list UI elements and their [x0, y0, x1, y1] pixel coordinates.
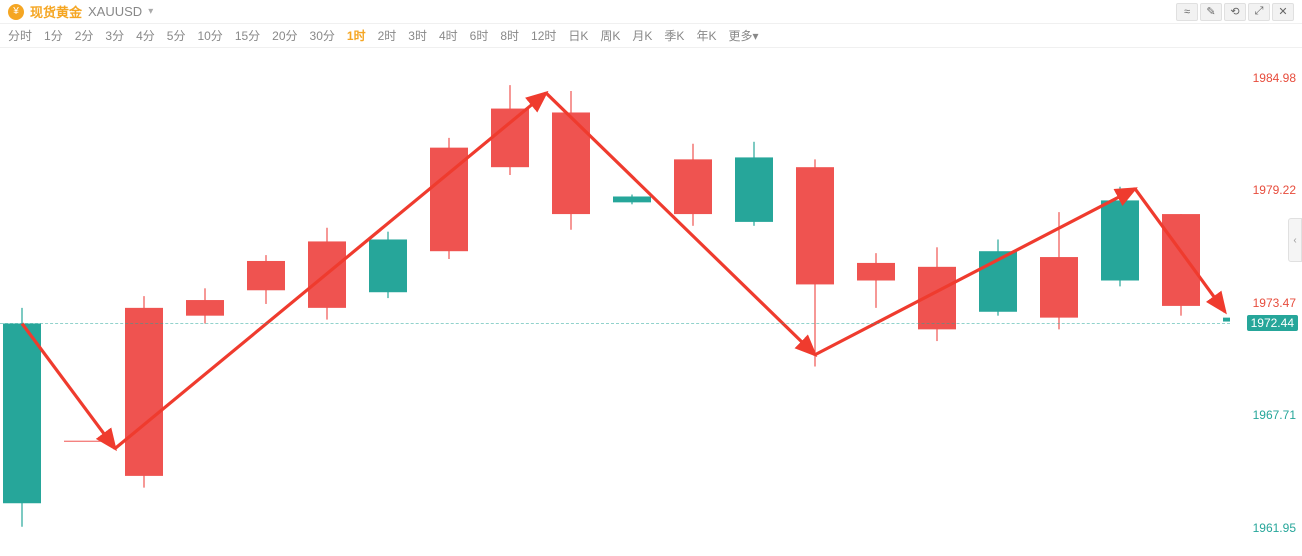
timeframe-年K[interactable]: 年K — [696, 27, 716, 44]
trend-arrow — [115, 93, 546, 449]
y-axis-label: 1984.98 — [1251, 71, 1298, 85]
coin-icon: ¥ — [8, 4, 24, 20]
timeframe-bar: 分时 1分 2分 3分 4分 5分 10分 15分 20分 30分 1时 2时 3时 4时 6时 8时 12时日… — [0, 24, 1302, 48]
timeframe-2时[interactable]: 2时 — [378, 27, 397, 44]
timeframe-15分[interactable]: 15分 — [235, 27, 260, 44]
candle — [1040, 257, 1078, 318]
candle — [369, 239, 407, 292]
symbol-code[interactable]: XAUUSD — [88, 4, 142, 19]
trend-arrow — [546, 93, 815, 355]
candle — [64, 441, 102, 442]
timeframe-1分[interactable]: 1分 — [44, 27, 63, 44]
candle — [1223, 318, 1230, 322]
timeframe-月K[interactable]: 月K — [632, 27, 652, 44]
y-axis-label: 1967.71 — [1251, 408, 1298, 422]
candle — [247, 261, 285, 290]
candle — [491, 109, 529, 168]
timeframe-4时[interactable]: 4时 — [439, 27, 458, 44]
y-axis-label: 1961.95 — [1251, 521, 1298, 535]
timeframe-季K[interactable]: 季K — [664, 27, 684, 44]
candle — [3, 323, 41, 503]
candlestick-chart — [0, 48, 1230, 556]
candle — [125, 308, 163, 476]
toolbar: ≈ ✎ ⟲ ⤢ ✕ — [1176, 3, 1294, 21]
candle — [674, 159, 712, 214]
draw-button[interactable]: ✎ — [1200, 3, 1222, 21]
close-button[interactable]: ✕ — [1272, 3, 1294, 21]
timeframe-12时[interactable]: 12时 — [531, 27, 556, 44]
timeframe-2分[interactable]: 2分 — [75, 27, 94, 44]
timeframe-10分[interactable]: 10分 — [197, 27, 222, 44]
candle — [1162, 214, 1200, 306]
timeframe-分时[interactable]: 分时 — [8, 27, 32, 44]
candle — [613, 196, 651, 202]
y-axis-label: 1973.47 — [1251, 296, 1298, 310]
symbol-name: 现货黄金 — [30, 2, 82, 21]
timeframe-5分[interactable]: 5分 — [167, 27, 186, 44]
collapse-panel-button[interactable]: ‹ — [1288, 218, 1302, 262]
timeframe-3分[interactable]: 3分 — [105, 27, 124, 44]
timeframe-more[interactable]: 更多▾ — [728, 27, 758, 44]
candle — [857, 263, 895, 281]
timeframe-8时[interactable]: 8时 — [500, 27, 519, 44]
timeframe-3时[interactable]: 3时 — [408, 27, 427, 44]
timeframe-6时[interactable]: 6时 — [470, 27, 489, 44]
refresh-button[interactable]: ⟲ — [1224, 3, 1246, 21]
indicator-button[interactable]: ≈ — [1176, 3, 1198, 21]
timeframe-周K[interactable]: 周K — [600, 27, 620, 44]
candle — [1101, 200, 1139, 280]
timeframe-20分[interactable]: 20分 — [272, 27, 297, 44]
current-price-line — [0, 323, 1230, 324]
fullscreen-button[interactable]: ⤢ — [1248, 3, 1270, 21]
top-bar: ¥ 现货黄金 XAUUSD ▾ ≈ ✎ ⟲ ⤢ ✕ — [0, 0, 1302, 24]
chart-area: 1984.98 1979.22 1973.47 1972.44 1967.71 1961.… — [0, 48, 1302, 556]
timeframe-1时[interactable]: 1时 — [347, 27, 366, 44]
timeframe-日K[interactable]: 日K — [568, 27, 588, 44]
y-axis-label: 1972.44 — [1247, 315, 1298, 331]
candle — [796, 167, 834, 284]
timeframe-30分[interactable]: 30分 — [310, 27, 335, 44]
candle — [186, 300, 224, 316]
candle — [735, 157, 773, 221]
y-axis-label: 1979.22 — [1251, 183, 1298, 197]
candle — [552, 112, 590, 214]
chevron-down-icon[interactable]: ▾ — [148, 6, 153, 17]
timeframe-4分[interactable]: 4分 — [136, 27, 155, 44]
